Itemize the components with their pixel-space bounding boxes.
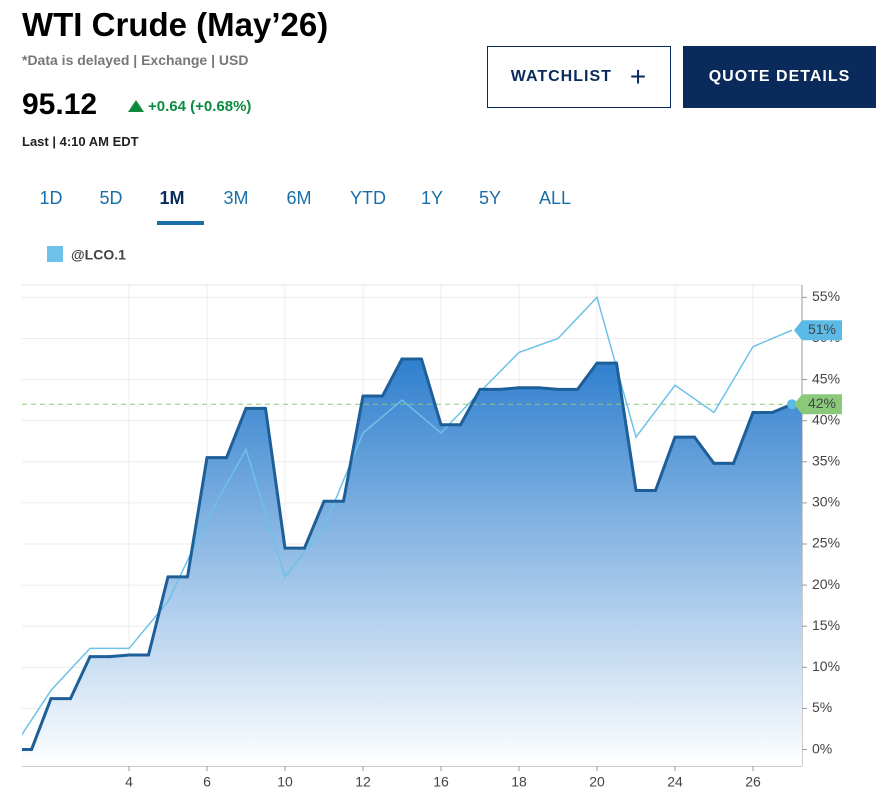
- x-tick-label: 18: [511, 774, 527, 790]
- range-tab[interactable]: 5D: [99, 188, 123, 208]
- step-connector: [498, 386, 521, 391]
- area-fill: [22, 359, 802, 766]
- y-tick-label: 25%: [812, 535, 840, 551]
- step-connector: [576, 361, 599, 391]
- end-tag: [794, 394, 842, 415]
- y-tick-label: 10%: [812, 658, 840, 674]
- step-connector: [732, 410, 755, 465]
- step-connector: [654, 435, 677, 493]
- tab-underline: [157, 221, 204, 225]
- range-tab[interactable]: 1M: [159, 188, 185, 208]
- up-icon: [128, 100, 144, 112]
- step-connector: [186, 456, 209, 579]
- quote-details-button[interactable]: QUOTE DETAILS: [683, 46, 876, 108]
- button-label: WATCHLIST: [510, 68, 612, 85]
- y-tick-label: 40%: [812, 411, 840, 427]
- step-connector: [420, 357, 443, 427]
- range-tab[interactable]: ALL: [538, 188, 572, 208]
- step-connector: [69, 655, 92, 701]
- step-connector: [381, 357, 404, 398]
- legend-label: @LCO.1: [71, 247, 126, 263]
- step-connector: [693, 435, 716, 465]
- range-tab[interactable]: 1D: [39, 188, 63, 208]
- legend-swatch: [47, 246, 63, 262]
- range-tab[interactable]: 1Y: [420, 188, 444, 208]
- x-tick-label: 4: [125, 774, 133, 790]
- y-tick-label: 45%: [812, 370, 840, 386]
- x-tick-label: 6: [203, 774, 211, 790]
- step-connector: [264, 406, 287, 550]
- end-tag-label: 42%: [808, 395, 836, 411]
- subtitle: *Data is delayed | Exchange | USD: [22, 52, 249, 68]
- step-connector: [615, 361, 638, 493]
- step-connector: [303, 499, 326, 550]
- watchlist-button[interactable]: WATCHLIST +: [487, 46, 671, 108]
- last-time: Last | 4:10 AM EDT: [22, 134, 139, 149]
- title: WTI Crude (May’26): [22, 6, 329, 43]
- step-connector: [459, 387, 482, 427]
- y-tick-label: 15%: [812, 617, 840, 633]
- plot: [22, 295, 802, 766]
- step-connector: [108, 653, 131, 659]
- step-connector: [537, 386, 560, 391]
- plus-icon: +: [629, 61, 648, 92]
- end-tag: [794, 320, 842, 341]
- y-tick-label: 50%: [812, 329, 840, 345]
- x-tick-label: 10: [277, 774, 293, 790]
- x-tick-label: 20: [589, 774, 605, 790]
- x-tick-label: 24: [667, 774, 683, 790]
- y-tick-label: 55%: [812, 288, 840, 304]
- range-tab[interactable]: 5Y: [478, 188, 502, 208]
- y-tick-label: 20%: [812, 576, 840, 592]
- step-connector: [30, 697, 53, 752]
- x-tick-label: 12: [355, 774, 371, 790]
- step-connector: [771, 402, 794, 414]
- y-tick-label: 5%: [812, 699, 832, 715]
- last-dot: [787, 399, 797, 410]
- end-tag-label: 51%: [808, 321, 836, 337]
- step-connector: [342, 394, 365, 503]
- x-tick-label: 26: [745, 774, 761, 790]
- series-line: [22, 295, 793, 736]
- y-tick-label: 30%: [812, 494, 840, 510]
- x-tick-label: 16: [433, 774, 449, 790]
- step-connector: [147, 575, 170, 657]
- change: +0.64 (+0.68%): [148, 98, 252, 115]
- range-tab[interactable]: 3M: [223, 188, 249, 208]
- step-connector: [225, 406, 248, 460]
- range-tab[interactable]: YTD: [350, 188, 386, 208]
- range-tab[interactable]: 6M: [286, 188, 312, 208]
- y-tick-label: 35%: [812, 452, 840, 468]
- price: 95.12: [22, 88, 98, 121]
- y-tick-label: 0%: [812, 740, 832, 756]
